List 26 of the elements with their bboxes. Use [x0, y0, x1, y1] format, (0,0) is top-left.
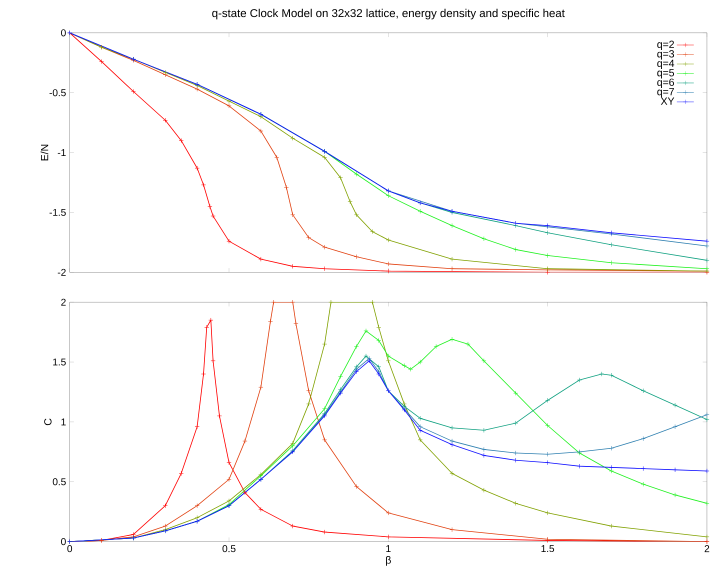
legend-label: q=2: [657, 40, 674, 50]
x-tick-label: 1: [386, 544, 391, 552]
x-tick-label: 1.5: [541, 544, 554, 552]
y-tick-label: 0.5: [52, 478, 66, 486]
chart-title: q-state Clock Model on 32x32 lattice, energy density and specific heat: [212, 8, 565, 20]
legend-label: q=7: [657, 88, 674, 98]
legend-label: q=3: [657, 50, 674, 60]
x-tick-label: 0.5: [222, 544, 236, 552]
y-tick-label: 1: [61, 418, 66, 426]
y-axis-title: E/N: [40, 144, 48, 160]
y-tick-label: 2: [61, 298, 66, 306]
y-axis-title: C: [44, 418, 52, 425]
y-tick-label: 0: [61, 538, 66, 545]
y-tick-label: -1.5: [50, 208, 66, 216]
x-axis-title: β: [386, 556, 391, 566]
y-tick-label: -1: [58, 148, 66, 156]
y-tick-label: 0: [61, 29, 66, 36]
legend-label: q=6: [657, 78, 674, 88]
y-tick-label: 1.5: [53, 358, 66, 366]
legend-label: q=4: [657, 59, 674, 69]
legend-label: XY: [660, 97, 674, 104]
x-tick-label: 0: [67, 544, 72, 552]
legend-label: q=5: [657, 68, 674, 78]
y-tick-label: -2: [58, 268, 66, 276]
x-tick-label: 2: [704, 544, 710, 552]
y-tick-label: -0.5: [50, 88, 66, 96]
